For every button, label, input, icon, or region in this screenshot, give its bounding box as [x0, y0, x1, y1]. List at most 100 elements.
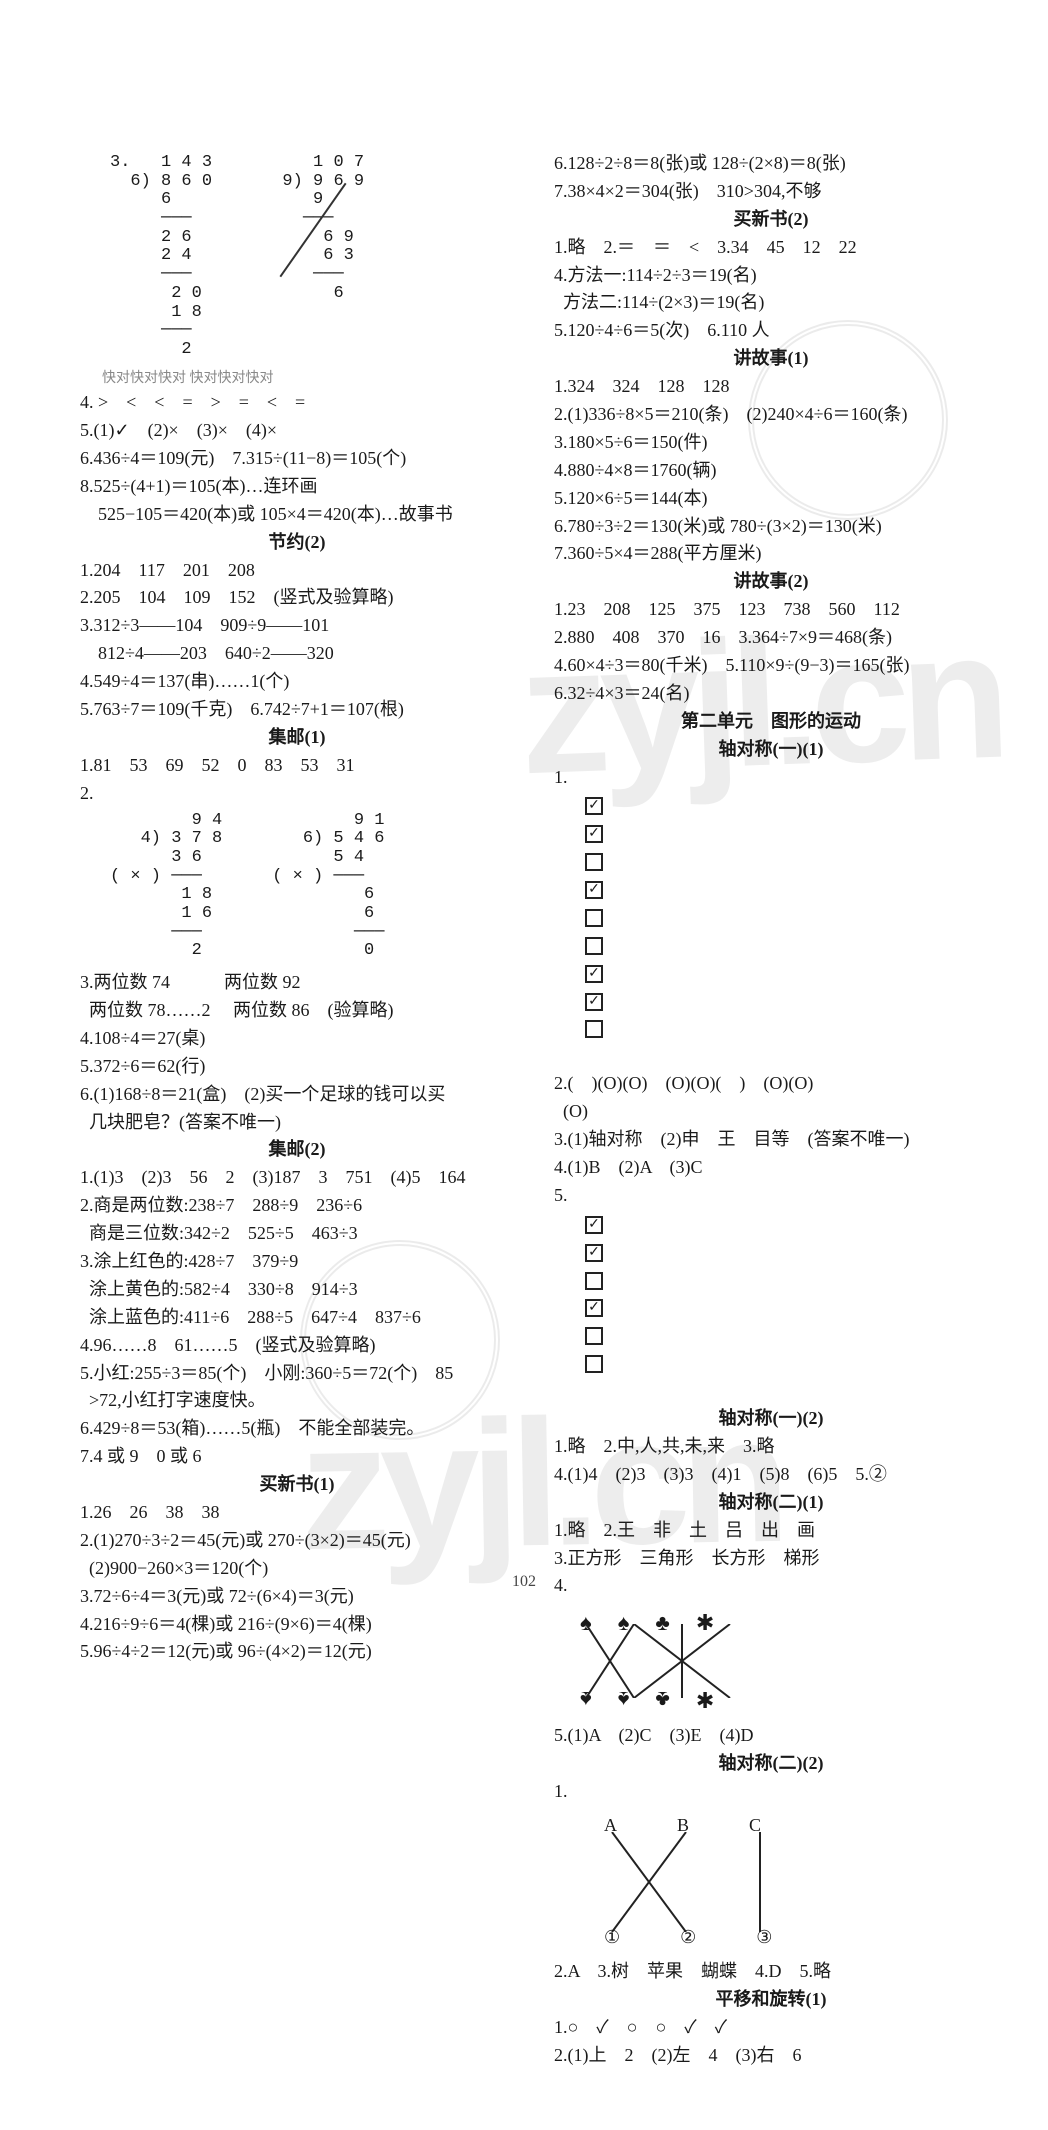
text-line: 6.(1)168÷8＝21(盒) (2)买一个足球的钱可以买 — [80, 1081, 514, 1109]
checkbox-icon — [585, 1327, 603, 1345]
checkbox-row: 1. — [554, 764, 988, 1071]
text-line: 3.两位数 74 两位数 92 — [80, 969, 514, 997]
text-line: 4.880÷4×8＝1760(辆) — [554, 457, 988, 485]
text-line: 3.72÷6÷4＝3(元)或 72÷(6×4)＝3(元) — [80, 1583, 514, 1611]
checkbox-icon — [585, 1299, 603, 1317]
text-line: 1.(1)3 (2)3 56 2 (3)187 3 751 (4)5 164 — [80, 1164, 514, 1192]
text-line: 5.96÷4÷2＝12(元)或 96÷(4×2)＝12(元) — [80, 1638, 514, 1666]
text-line: 1. — [554, 1778, 988, 1806]
text-line: (O) — [554, 1098, 988, 1126]
text-line: (2)900−260×3＝120(个) — [80, 1555, 514, 1583]
text-line: 1.204 117 201 208 — [80, 557, 514, 585]
text-line: 5.120÷4÷6＝5(次) 6.110 人 — [554, 317, 988, 345]
suit-icon: ✱ — [696, 1682, 714, 1716]
text-line: 几块肥皂？(答案不唯一) — [80, 1109, 514, 1137]
section-title: 集邮(2) — [80, 1136, 514, 1164]
text-line: 2.商是两位数:238÷7 288÷9 236÷6 — [80, 1192, 514, 1220]
checkbox-icon — [585, 797, 603, 815]
text-line: 5.763÷7＝109(千克) 6.742÷7+1＝107(根) — [80, 696, 514, 724]
section-title: 轴对称(一)(1) — [554, 736, 988, 764]
checkbox-icon — [585, 853, 603, 871]
section-title: 买新书(1) — [80, 1471, 514, 1499]
suit-icon: ♠ — [580, 1682, 592, 1716]
section-title: 平移和旋转(1) — [554, 1986, 988, 2014]
text-line: 7.360÷5×4＝288(平方厘米) — [554, 540, 988, 568]
watermark-small: 快对快对快对 快对快对快对 — [80, 368, 514, 390]
checkbox-row: 5. — [554, 1182, 988, 1405]
text-line: 4. > < < = > = < = — [80, 389, 514, 417]
suits-diagram: ♠ ♠ ♣ ✱ ♠ ♠ ♣ ✱ — [574, 1606, 754, 1716]
text-line: 涂上黄色的:582÷4 330÷8 914÷3 — [80, 1276, 514, 1304]
text-line: 3.涂上红色的:428÷7 379÷9 — [80, 1248, 514, 1276]
text-line: 5.(1)A (2)C (3)E (4)D — [554, 1722, 988, 1750]
text-line: 6.429÷8＝53(箱)……5(瓶) 不能全部装完。 — [80, 1415, 514, 1443]
text-line: 4.216÷9÷6＝4(棵)或 216÷(9×6)＝4(棵) — [80, 1611, 514, 1639]
node-label: ① — [604, 1924, 620, 1952]
text-line: 1.略 2.中,人,共,未,来 3.略 — [554, 1433, 988, 1461]
text-line: 1.23 208 125 375 123 738 560 112 — [554, 596, 988, 624]
checkbox-icon — [585, 881, 603, 899]
text-line: 1.略 2.王 非 土 吕 出 画 — [554, 1517, 988, 1545]
section-title: 讲故事(1) — [554, 345, 988, 373]
checkbox-icon — [585, 993, 603, 1011]
abc-diagram: A B C ① ② ③ — [574, 1812, 814, 1952]
node-label: ② — [680, 1924, 696, 1952]
text-line: 2.A 3.树 苹果 蝴蝶 4.D 5.略 — [554, 1958, 988, 1986]
text-line: 2.( )(O)(O) (O)(O)( ) (O)(O) — [554, 1070, 988, 1098]
checkbox-icon — [585, 1244, 603, 1262]
text-line: 7.4 或 9 0 或 6 — [80, 1443, 514, 1471]
long-division: 3. 1 4 3 6) 8 6 0 6 ─── 2 6 2 4 ─── 2 0 … — [110, 154, 212, 360]
text-line: 812÷4——203 640÷2——320 — [80, 640, 514, 668]
text-line: 7.38×4×2＝304(张) 310>304,不够 — [554, 178, 988, 206]
checkbox-icon — [585, 1355, 603, 1373]
text-line: 1.26 26 38 38 — [80, 1499, 514, 1527]
text-line: 两位数 78……2 两位数 86 (验算略) — [80, 997, 514, 1025]
text-line: 2.880 408 370 16 3.364÷7×9＝468(条) — [554, 624, 988, 652]
checkbox-icon — [585, 1216, 603, 1234]
text-line: 方法二:114÷(2×3)＝19(名) — [554, 289, 988, 317]
text-line: 4.方法一:114÷2÷3＝19(名) — [554, 262, 988, 290]
right-column: 6.128÷2÷8＝8(张)或 128÷(2×8)＝8(张) 7.38×4×2＝… — [554, 150, 988, 2070]
section-title: 买新书(2) — [554, 206, 988, 234]
section-title: 轴对称(一)(2) — [554, 1405, 988, 1433]
text-line: 2.205 104 109 152 (竖式及验算略) — [80, 584, 514, 612]
suit-icon: ♣ — [655, 1682, 669, 1716]
text-line: 3.正方形 三角形 长方形 梯形 — [554, 1545, 988, 1573]
section-title: 轴对称(二)(2) — [554, 1750, 988, 1778]
text-line: 2.(1)上 2 (2)左 4 (3)右 6 — [554, 2042, 988, 2070]
text-line: 6.128÷2÷8＝8(张)或 128÷(2×8)＝8(张) — [554, 150, 988, 178]
text-line: 8.525÷(4+1)＝105(本)…连环画 — [80, 473, 514, 501]
text-line: 4.549÷4＝137(串)……1(个) — [80, 668, 514, 696]
checkbox-icon — [585, 1272, 603, 1290]
text-line: 4.(1)4 (2)3 (3)3 (4)1 (5)8 (6)5 5.② — [554, 1461, 988, 1489]
long-division: 9 4 4) 3 7 8 3 6 ( × ) ─── 1 8 1 6 ─── 2 — [110, 812, 222, 962]
text-line: 商是三位数:342÷2 525÷5 463÷3 — [80, 1220, 514, 1248]
section-title: 第二单元 图形的运动 — [554, 708, 988, 736]
text-line: 5.120×6÷5＝144(本) — [554, 485, 988, 513]
text-line: 525−105＝420(本)或 105×4＝420(本)…故事书 — [80, 501, 514, 529]
text-line: 2. — [80, 780, 514, 808]
text-line: 5.(1)✓ (2)× (3)× (4)× — [80, 417, 514, 445]
text-line: 6.780÷3÷2＝130(米)或 780÷(3×2)＝130(米) — [554, 513, 988, 541]
crossing-lines-icon — [594, 1832, 814, 1932]
text-line: 1.○ ✓ ○ ○ ✓ ✓ — [554, 2014, 988, 2042]
suit-icon: ♠ — [618, 1682, 630, 1716]
text-line: 3.180×5÷6＝150(件) — [554, 429, 988, 457]
checkbox-icon — [585, 937, 603, 955]
section-title: 集邮(1) — [80, 724, 514, 752]
checkbox-icon — [585, 909, 603, 927]
text-line: 2.(1)270÷3÷2＝45(元)或 270÷(3×2)＝45(元) — [80, 1527, 514, 1555]
long-division: 9 1 6) 5 4 6 5 4 ( × ) ─── 6 6 ─── 0 — [272, 812, 384, 962]
text-line: 涂上蓝色的:411÷6 288÷5 647÷4 837÷6 — [80, 1304, 514, 1332]
section-title: 节约(2) — [80, 529, 514, 557]
text-line: 1.81 53 69 52 0 83 53 31 — [80, 752, 514, 780]
section-title: 讲故事(2) — [554, 568, 988, 596]
text-line: 3.(1)轴对称 (2)申 王 目等 (答案不唯一) — [554, 1126, 988, 1154]
longdiv-row: 9 4 4) 3 7 8 3 6 ( × ) ─── 1 8 1 6 ─── 2… — [110, 812, 514, 962]
text-line: 6.32÷4×3＝24(名) — [554, 680, 988, 708]
longdiv-row: 3. 1 4 3 6) 8 6 0 6 ─── 2 6 2 4 ─── 2 0 … — [110, 154, 514, 360]
text-line: >72,小红打字速度快。 — [80, 1387, 514, 1415]
checkbox-icon — [585, 1020, 603, 1038]
text-line: 1.324 324 128 128 — [554, 373, 988, 401]
text-line: 3.312÷3——104 909÷9——101 — [80, 612, 514, 640]
